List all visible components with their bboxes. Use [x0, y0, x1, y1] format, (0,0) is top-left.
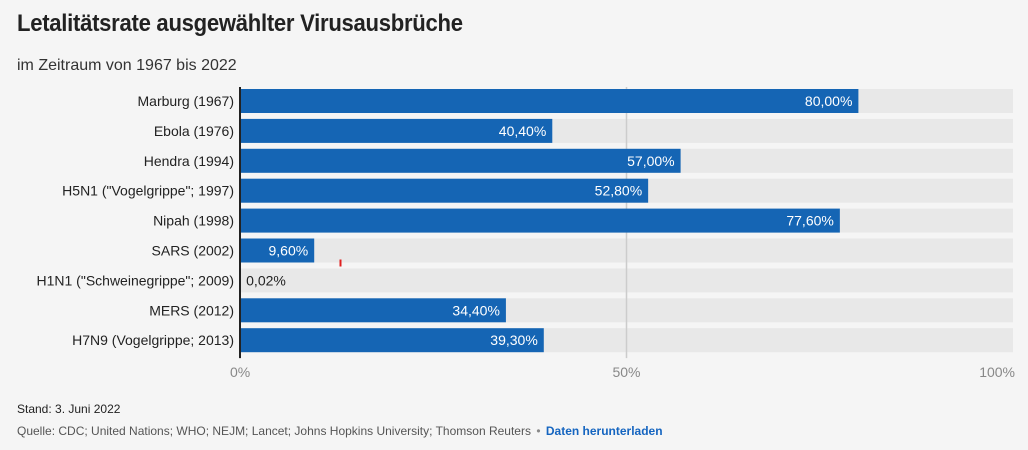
bar-chart: Marburg (1967) 80,00% Ebola (1976) 40,40% He… — [37, 87, 1015, 380]
value-label: 40,40% — [499, 123, 546, 139]
value-label: 34,40% — [452, 302, 499, 318]
bar — [240, 208, 840, 233]
download-data-link[interactable]: Daten herunterladen — [545, 424, 663, 438]
value-label: 52,80% — [595, 183, 642, 199]
value-label: 9,60% — [269, 243, 309, 259]
category-label: H5N1 ("Vogelgrippe"; 1997) — [62, 183, 234, 199]
bar — [240, 118, 553, 143]
value-label: 39,30% — [490, 332, 537, 348]
category-label: Ebola (1976) — [154, 123, 234, 139]
tick-label: 100% — [979, 364, 1015, 380]
source-note: Quelle: CDC; United Nations; WHO; NEJM; … — [17, 424, 663, 438]
bar — [240, 328, 544, 353]
separator-dot: • — [536, 424, 541, 438]
bar — [240, 238, 315, 263]
page-subtitle: im Zeitraum von 1967 bis 2022 — [17, 57, 237, 74]
category-label: Hendra (1994) — [144, 153, 234, 169]
value-label: 80,00% — [805, 93, 852, 109]
tick-label: 0% — [230, 364, 250, 380]
category-label: MERS (2012) — [149, 302, 234, 318]
value-label: 77,60% — [786, 213, 833, 229]
category-label: Nipah (1998) — [153, 213, 234, 229]
page-title: Letalitätsrate ausgewählter Virusausbrüc… — [17, 10, 463, 37]
value-label: 57,00% — [627, 153, 674, 169]
date-note: Stand: 3. Juni 2022 — [17, 402, 121, 416]
source-text: Quelle: CDC; United Nations; WHO; NEJM; … — [17, 424, 531, 438]
bar — [240, 298, 506, 323]
category-label: Marburg (1967) — [138, 93, 235, 109]
category-label: H1N1 ("Schweinegrippe"; 2009) — [37, 272, 235, 288]
bar — [240, 148, 681, 173]
bar — [240, 89, 859, 113]
category-label: SARS (2002) — [152, 243, 234, 259]
tick-label: 50% — [612, 364, 640, 380]
value-label: 0,02% — [246, 272, 286, 288]
bar — [240, 178, 649, 203]
category-label: H7N9 (Vogelgrippe; 2013) — [72, 332, 234, 348]
